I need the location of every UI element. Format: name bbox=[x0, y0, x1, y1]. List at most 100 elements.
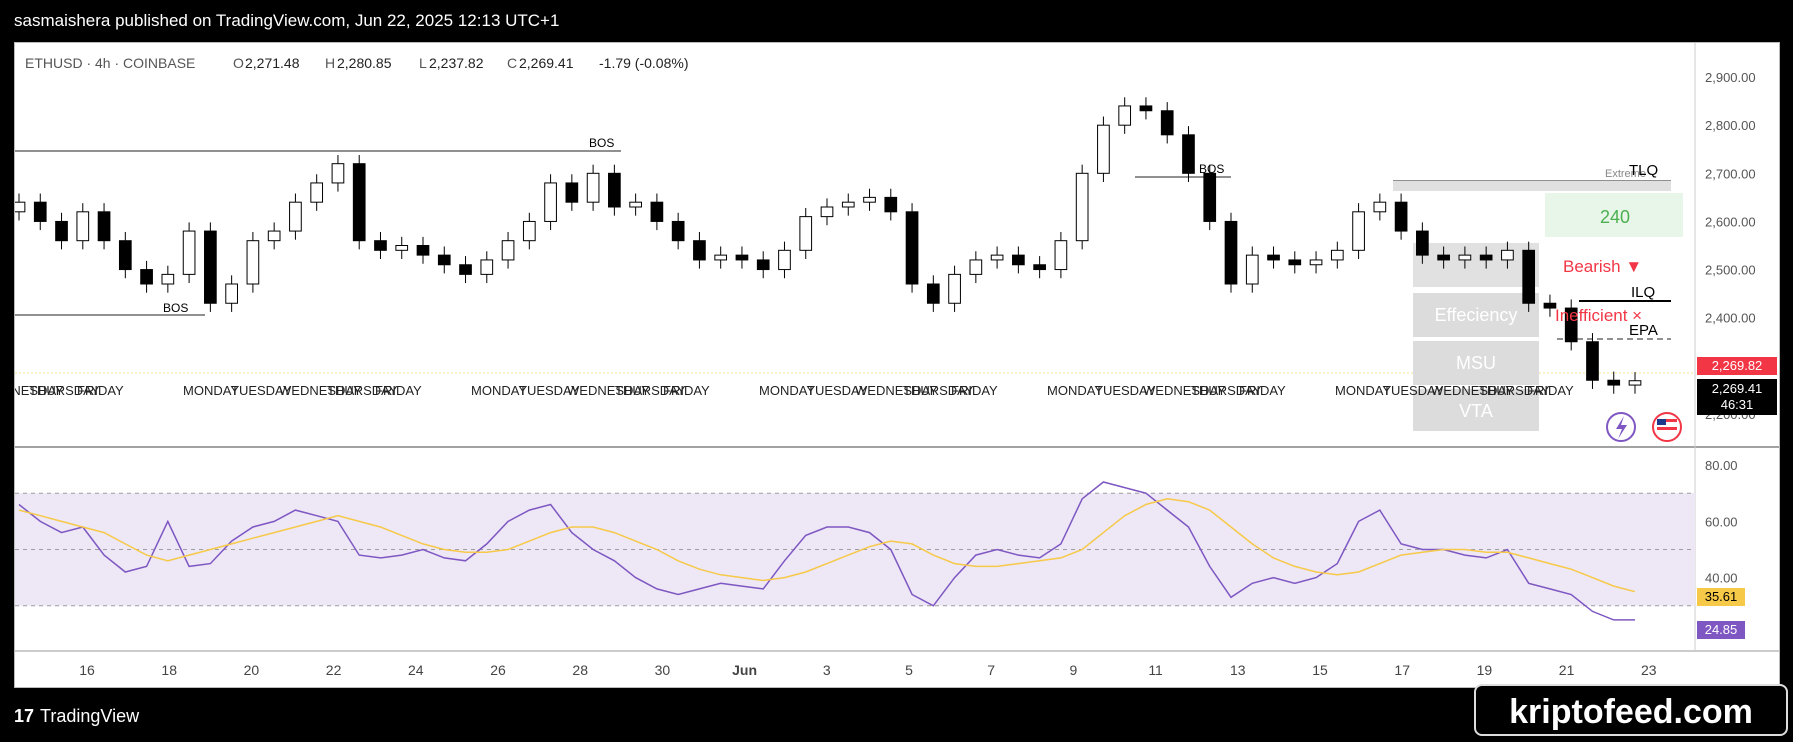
watermark-text: kriptofeed.com bbox=[1509, 693, 1753, 731]
time-tick-label: Jun bbox=[732, 662, 757, 678]
candle-body bbox=[1501, 249, 1514, 261]
flag-icon-stripe bbox=[1657, 419, 1677, 422]
candle-body bbox=[289, 201, 302, 232]
candle bbox=[1245, 246, 1259, 293]
rsi-tick-label: 80.00 bbox=[1705, 458, 1738, 473]
candle bbox=[756, 251, 770, 279]
flag-icon-stripe bbox=[1657, 427, 1677, 430]
rsi-ma-badge bbox=[1697, 588, 1745, 606]
candle-body bbox=[1097, 124, 1110, 174]
rsi-guides bbox=[15, 492, 1695, 607]
candle-body bbox=[1522, 249, 1536, 304]
candle-body bbox=[182, 230, 196, 275]
candle bbox=[97, 203, 111, 250]
time-tick-label: 7 bbox=[987, 662, 995, 678]
candle bbox=[310, 174, 324, 211]
time-tick-label: 17 bbox=[1394, 662, 1410, 678]
weekday-label: TUESDAY bbox=[1095, 383, 1156, 398]
candle-body bbox=[395, 245, 409, 251]
weekday-label: FRIDAY bbox=[1239, 383, 1286, 398]
candle-body bbox=[693, 240, 706, 261]
time-tick-label: 9 bbox=[1070, 662, 1078, 678]
candle bbox=[1054, 232, 1068, 279]
candle-body bbox=[480, 259, 494, 275]
candle bbox=[693, 232, 706, 269]
candle bbox=[820, 198, 834, 226]
publisher-text: sasmaishera published on TradingView.com… bbox=[14, 11, 560, 30]
candle bbox=[12, 193, 26, 221]
candle bbox=[437, 246, 451, 274]
candle-body bbox=[1182, 134, 1195, 174]
candle bbox=[1267, 246, 1280, 269]
time-tick-label: 19 bbox=[1477, 662, 1493, 678]
candle bbox=[629, 193, 642, 216]
candle-body bbox=[1564, 307, 1578, 343]
weekday-label: WEDNESDAY bbox=[567, 383, 650, 398]
weekday-label: FRIDAY bbox=[1527, 383, 1574, 398]
current-price-value: 2,269.41 bbox=[1712, 381, 1763, 396]
chart-canvas[interactable]: BOS BOS BOS Extreme TLQ 240 Bearish ▼ IL… bbox=[0, 43, 1779, 687]
candle bbox=[714, 246, 728, 269]
candle bbox=[1458, 246, 1472, 269]
symbol-text: ETHUSD · 4h · COINBASE bbox=[25, 55, 195, 71]
candle-body bbox=[1586, 341, 1599, 381]
candle bbox=[33, 193, 47, 231]
candle-body bbox=[990, 254, 1004, 261]
candle bbox=[1479, 246, 1493, 269]
candle-body bbox=[501, 240, 515, 261]
candle bbox=[863, 188, 876, 211]
tradingview-logo[interactable]: 17 TradingView bbox=[14, 706, 140, 726]
price-tick-label: 2,700.00 bbox=[1705, 166, 1756, 181]
weekday-label: MONDAY bbox=[1335, 383, 1391, 398]
candle bbox=[926, 275, 940, 312]
lightning-icon[interactable] bbox=[1606, 412, 1636, 442]
weekday-label: TUESDAY bbox=[1383, 383, 1444, 398]
box-240-label: 240 bbox=[1600, 207, 1630, 227]
box-240-bg bbox=[1545, 193, 1683, 237]
candle bbox=[1118, 97, 1132, 134]
rsi-value: 24.85 bbox=[1705, 622, 1738, 637]
candle bbox=[1543, 294, 1557, 317]
weekday-label: THURSDAY bbox=[327, 383, 398, 398]
candle-body bbox=[565, 182, 579, 203]
candle-body bbox=[1224, 220, 1238, 285]
weekday-label: MONDAY bbox=[1047, 383, 1103, 398]
candle bbox=[55, 212, 68, 250]
efficiency-label: Effeciency bbox=[1435, 305, 1518, 325]
weekday-label: WEDNESDAY bbox=[1431, 383, 1514, 398]
weekday-label: FRIDAY bbox=[663, 383, 710, 398]
candle-body bbox=[1394, 201, 1408, 232]
rsi-line bbox=[18, 481, 1635, 621]
candle-body bbox=[459, 264, 472, 275]
time-tick-label: 26 bbox=[490, 662, 506, 678]
rsi-tick-label: 40.00 bbox=[1705, 571, 1738, 586]
candle-body bbox=[1607, 379, 1621, 386]
candle bbox=[289, 193, 302, 240]
current-price-badge bbox=[1697, 379, 1777, 415]
candle bbox=[969, 251, 983, 284]
candle bbox=[459, 256, 472, 284]
last-price-badge bbox=[1697, 357, 1777, 375]
candle-body bbox=[735, 254, 749, 261]
candle-body bbox=[841, 201, 855, 208]
candle bbox=[118, 232, 132, 279]
weekday-label: TUESDAY bbox=[519, 383, 580, 398]
low-value: 2,237.82 bbox=[429, 55, 484, 71]
price-tick-label: 2,900.00 bbox=[1705, 70, 1756, 85]
rsi-badge bbox=[1697, 621, 1745, 639]
bos-label-1: BOS bbox=[589, 136, 614, 150]
candle-body bbox=[161, 273, 175, 285]
candle-body bbox=[1033, 264, 1046, 271]
candle-body bbox=[756, 259, 770, 271]
candle-body bbox=[969, 259, 983, 275]
ilq-label: ILQ bbox=[1631, 284, 1655, 301]
price-tick-label: 2,800.00 bbox=[1705, 118, 1756, 133]
candle bbox=[1352, 203, 1365, 259]
candle bbox=[735, 246, 749, 269]
lightning-icon-glyph bbox=[1616, 416, 1627, 439]
candle-body bbox=[1203, 172, 1217, 222]
candle-body bbox=[650, 201, 664, 222]
candle-body bbox=[1139, 105, 1153, 112]
price-tick-label: 2,500.00 bbox=[1705, 263, 1756, 278]
